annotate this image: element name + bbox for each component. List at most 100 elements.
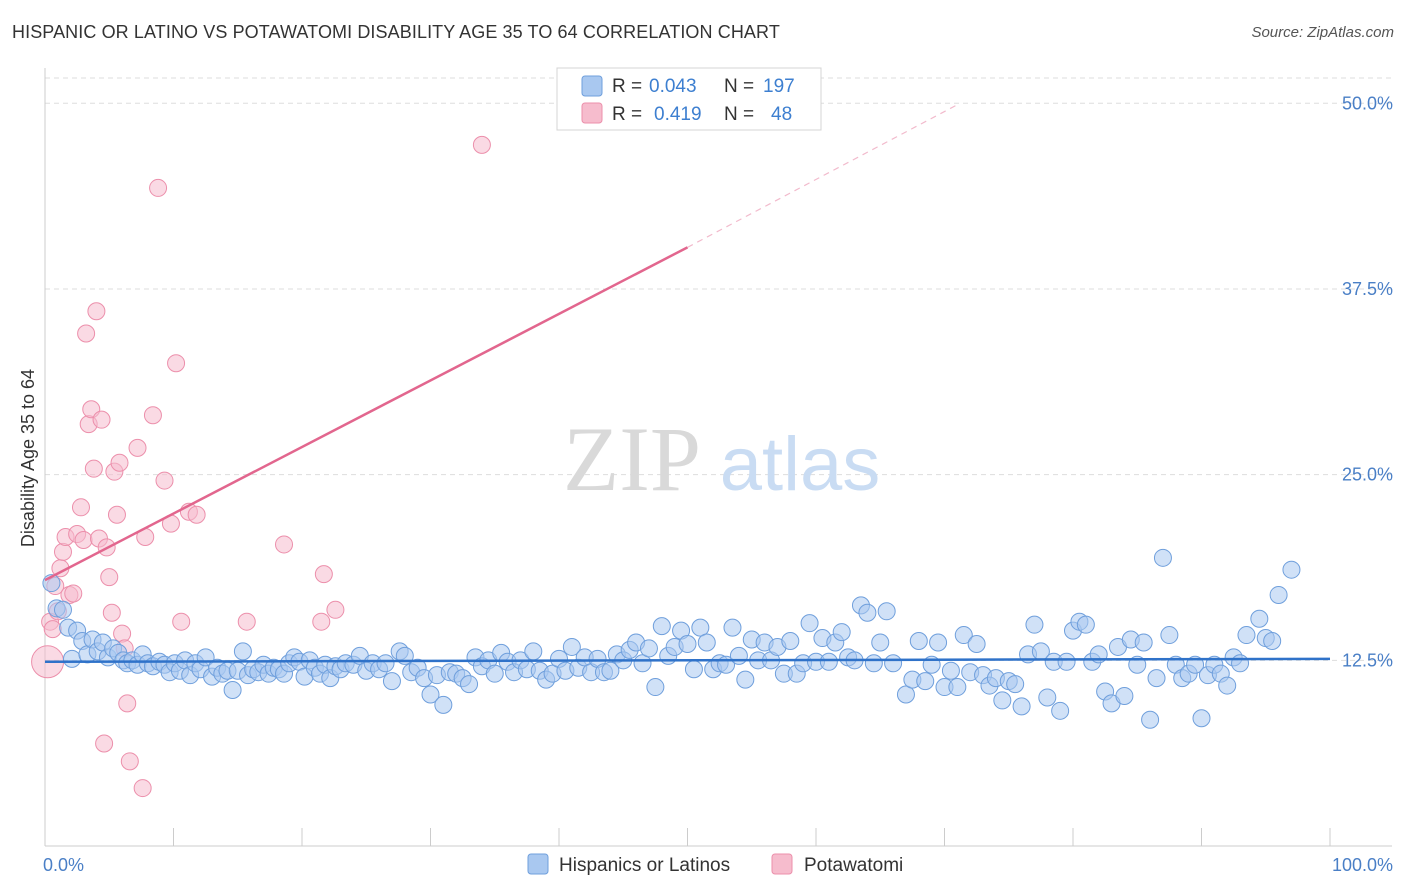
legend-swatch-pink (581, 102, 603, 124)
hispanic-point (1076, 615, 1095, 634)
potawatomi-point (84, 459, 103, 478)
hispanic-point (1147, 669, 1166, 688)
hispanic-point (723, 618, 742, 637)
x-tick-label-0: 0.0% (43, 855, 84, 875)
legend-n-label-1: N = (724, 76, 754, 97)
potawatomi-point (314, 565, 333, 584)
zipatlas-watermark: ZIP atlas (563, 408, 880, 510)
hispanic-point (1186, 655, 1205, 674)
potawatomi-point (128, 438, 147, 457)
hispanic-point (53, 600, 72, 619)
chart-title: HISPANIC OR LATINO VS POTAWATOMI DISABIL… (12, 22, 780, 42)
hispanic-point (941, 661, 960, 680)
hispanic-point (1038, 688, 1057, 707)
watermark-atlas: atlas (720, 422, 881, 507)
hispanic-point (800, 614, 819, 633)
hispanic-point (993, 691, 1012, 710)
hispanic-point (633, 654, 652, 673)
potawatomi-point (71, 498, 90, 517)
hispanic-point (1192, 709, 1211, 728)
legend-n-label-2: N = (724, 104, 754, 125)
hispanic-points (42, 548, 1301, 729)
potawatomi-point (77, 324, 96, 343)
potawatomi-point (53, 542, 72, 561)
hispanic-point (916, 672, 935, 691)
hispanic-point (967, 634, 986, 653)
y-axis-title: Disability Age 35 to 64 (18, 369, 38, 547)
potawatomi-point (110, 453, 129, 472)
potawatomi-point (155, 471, 174, 490)
hispanic-point (646, 678, 665, 697)
hispanic-point (691, 618, 710, 637)
hispanic-point (858, 603, 877, 622)
potawatomi-point (167, 354, 186, 373)
hispanic-point (684, 660, 703, 679)
hispanic-point (819, 652, 838, 671)
hispanic-point (1218, 676, 1237, 695)
hispanic-point (729, 646, 748, 665)
hispanic-point (223, 681, 242, 700)
hispanic-point (736, 670, 755, 689)
potawatomi-point (120, 752, 139, 771)
potawatomi-point (102, 603, 121, 622)
hispanic-point (832, 623, 851, 642)
x-tick-label-1: 100.0% (1332, 855, 1393, 875)
potawatomi-point (275, 535, 294, 554)
hispanic-point (421, 685, 440, 704)
hispanic-point (1282, 560, 1301, 579)
hispanic-point (909, 632, 928, 651)
gridlines (45, 77, 1392, 661)
hispanic-point (233, 642, 252, 661)
potawatomi-point (312, 612, 331, 631)
hispanic-point (62, 649, 81, 668)
hispanic-point (639, 639, 658, 658)
potawatomi-point (92, 410, 111, 429)
trendlines (44, 104, 1331, 664)
potawatomi-point (133, 779, 152, 798)
potawatomi-trendline-extension (687, 104, 958, 248)
series-legend-swatch-pink (771, 853, 793, 875)
potawatomi-point (326, 600, 345, 619)
y-tick-label-3: 50.0% (1342, 93, 1393, 113)
hispanic-point (1269, 585, 1288, 604)
hispanic-point (1012, 697, 1031, 716)
series-legend-label-pink: Potawatomi (804, 855, 903, 876)
hispanic-point (1134, 633, 1153, 652)
watermark-zip: ZIP (563, 408, 701, 510)
potawatomi-point (107, 505, 126, 524)
potawatomi-point (74, 530, 93, 549)
potawatomi-point (472, 135, 491, 154)
y-tick-label-1: 25.0% (1342, 465, 1393, 485)
y-tick-label-0: 12.5% (1342, 650, 1393, 670)
potawatomi-point (118, 694, 137, 713)
potawatomi-point (113, 624, 132, 643)
hispanic-trendline (44, 657, 1331, 664)
hispanic-point (1160, 626, 1179, 645)
potawatomi-point (95, 734, 114, 753)
hispanic-point (1231, 654, 1250, 673)
potawatomi-point (87, 302, 106, 321)
hispanic-point (376, 654, 395, 673)
hispanic-point (1057, 652, 1076, 671)
hispanic-point (954, 626, 973, 645)
hispanic-point (1051, 701, 1070, 720)
hispanic-point (1237, 626, 1256, 645)
hispanic-point (1115, 686, 1134, 705)
hispanic-point (678, 634, 697, 653)
potawatomi-point (43, 620, 62, 639)
hispanic-point (877, 602, 896, 621)
hispanic-point (1250, 609, 1269, 628)
source-label: Source: ZipAtlas.com (1251, 24, 1394, 41)
hispanic-point (485, 664, 504, 683)
hispanic-point (697, 633, 716, 652)
legend-r-label-1: R = (612, 76, 642, 97)
potawatomi-points (31, 135, 491, 798)
hispanic-point (601, 661, 620, 680)
hispanic-point (524, 642, 543, 661)
potawatomi-point (143, 406, 162, 425)
hispanic-point (382, 672, 401, 691)
potawatomi-point (64, 584, 83, 603)
legend-n-value-2: 48 (771, 104, 792, 125)
y-tick-label-2: 37.5% (1342, 279, 1393, 299)
legend-r-label-2: R = (612, 104, 642, 125)
